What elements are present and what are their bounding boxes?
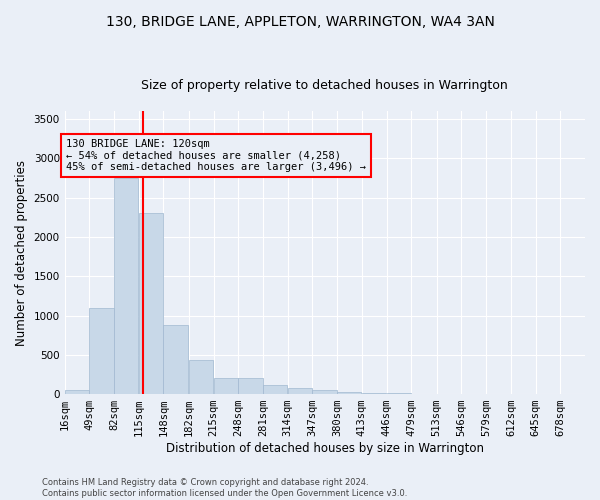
Bar [337,392,361,394]
Text: Contains HM Land Registry data © Crown copyright and database right 2024.
Contai: Contains HM Land Registry data © Crown c… [42,478,407,498]
Bar [163,325,188,394]
Bar [65,390,89,394]
X-axis label: Distribution of detached houses by size in Warrington: Distribution of detached houses by size … [166,442,484,455]
Bar [263,386,287,394]
Bar [214,378,238,394]
Bar [313,390,337,394]
Text: 130 BRIDGE LANE: 120sqm
← 54% of detached houses are smaller (4,258)
45% of semi: 130 BRIDGE LANE: 120sqm ← 54% of detache… [66,138,366,172]
Bar [114,178,138,394]
Bar [89,308,113,394]
Bar [139,214,163,394]
Bar [189,360,213,394]
Title: Size of property relative to detached houses in Warrington: Size of property relative to detached ho… [142,79,508,92]
Bar [288,388,312,394]
Text: 130, BRIDGE LANE, APPLETON, WARRINGTON, WA4 3AN: 130, BRIDGE LANE, APPLETON, WARRINGTON, … [106,15,494,29]
Y-axis label: Number of detached properties: Number of detached properties [15,160,28,346]
Bar [238,378,263,394]
Bar [362,393,386,394]
